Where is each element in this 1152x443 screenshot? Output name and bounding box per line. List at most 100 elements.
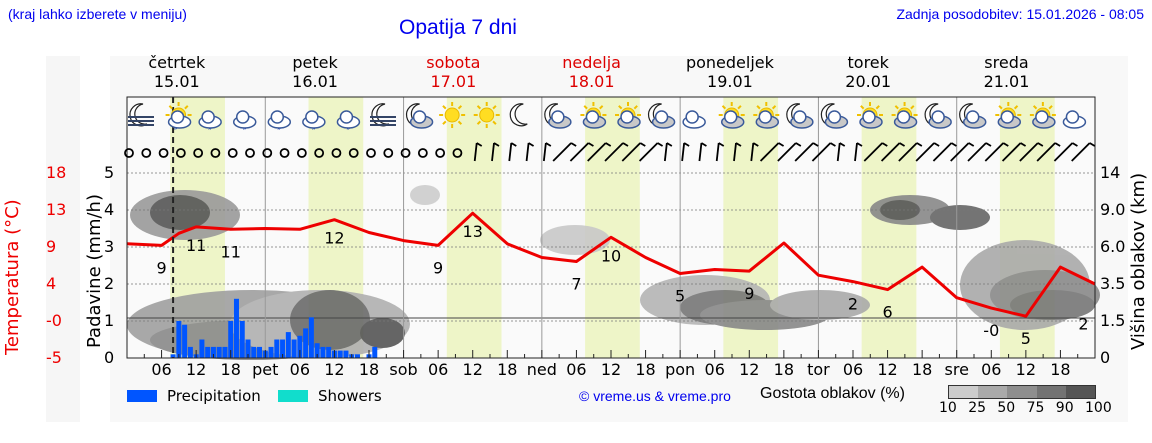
day-date: 21.01 [983,72,1030,91]
temperature-label: 13 [463,222,483,241]
cloud-rain-icon: ″ [232,110,257,138]
calm-wind-icon [158,148,169,158]
sun-cloud-icon [753,102,780,129]
x-tick: 06 [842,360,864,379]
sun-cloud-icon [718,102,745,129]
wind-barb-icon [811,142,832,162]
wind-barb-icon [854,142,858,162]
wind-barb-icon [880,142,901,162]
x-tick: 12 [462,360,483,379]
legend-precipitation: Precipitation [127,387,261,405]
calm-wind-icon [262,148,273,158]
wind-barb-icon [932,142,953,162]
density-tick: 75 [1026,400,1045,416]
wind-barb-icon [542,142,547,162]
wind-barb-icon [1036,142,1056,162]
legend-precipitation-label: Precipitation [167,387,261,405]
day-date: 17.01 [430,72,477,91]
wind-barb-icon [836,142,841,162]
precip-bar [199,339,205,358]
temperature-label: 2 [848,295,858,314]
sun-cloud-icon [615,102,641,129]
precipticks-tick: 5 [104,163,115,182]
tempticks-tick: 9 [46,237,57,256]
day-header-0: četrtek 15.01 [107,53,247,91]
precip-bar [291,339,297,358]
temperature-label: 6 [882,303,892,322]
calm-wind-icon [348,148,359,158]
wind-barb-icon [587,142,607,162]
wind-barb-icon [1019,142,1039,162]
calm-wind-icon [331,148,342,158]
precipticks-tick: 1 [104,311,115,330]
density-tick: 100 [1085,400,1112,416]
sun-icon [473,102,500,128]
precip-bar [326,346,332,358]
legend-showers-label: Showers [318,387,382,405]
legend-showers: Showers [278,387,382,405]
day-header-5: torek 20.01 [798,53,938,91]
day-name: torek [847,53,889,72]
temperature-label: 5 [1021,329,1031,348]
wind-barb-icon [621,142,641,162]
calm-wind-icon [452,148,463,158]
precip-bar [274,339,280,358]
day-name: sreda [984,53,1029,72]
wind-barb-icon [569,142,590,162]
wind-barb-icon [863,142,883,162]
rightticks-tick: 9.0 [1100,200,1126,219]
wind-barb-icon [915,142,935,162]
last-updated: Zadnja posodobitev: 15.01.2026 - 08:05 [896,6,1144,22]
precip-bar [314,343,320,358]
moon-fog-icon [128,103,154,127]
x-tick: 18 [220,360,241,379]
precip-bar [257,346,263,358]
temperature-label: 9 [433,258,443,277]
calm-wind-icon [124,148,134,158]
precip-bar [233,298,239,358]
x-tick: 18 [358,360,380,379]
precipticks-tick: 2 [104,274,115,293]
day-name: petek [292,53,338,72]
moon-fog-icon [370,103,396,127]
wind-barb-icon [794,142,814,162]
x-tick: 12 [600,360,622,379]
day-name: ponedeljek [685,53,774,72]
day-header-1: petek 16.01 [245,53,385,91]
wind-barb-icon [777,142,797,162]
precipitation-swatch [127,390,157,402]
wind-barb-icon [525,142,530,162]
wind-barb-icon [950,142,970,162]
precip-bar [176,321,182,358]
wind-barb-icon [552,142,572,162]
temperature-label: 5 [675,287,685,306]
copyright-link[interactable]: © vreme.us & vreme.pro [579,388,731,404]
x-tick: 12 [739,360,760,379]
x-tick: tor [807,360,830,379]
sun-cloud-icon [580,102,607,129]
tempticks-tick: 4 [46,274,57,293]
rightticks-tick: 1.5 [1100,311,1126,330]
temperature-label: 9 [156,258,166,277]
wind-barb-icon [663,142,668,162]
calm-wind-icon [193,148,204,158]
x-tick: 06 [151,360,172,379]
precip-bar [337,350,343,358]
clouds-icon [682,110,706,129]
x-tick: 18 [911,360,933,379]
density-tick: 90 [1055,400,1074,416]
density-tick: 25 [968,400,987,416]
moon-cloud-icon [405,103,434,129]
sun-cloud-rain-icon: ″ [165,102,192,138]
x-tick: 12 [1015,360,1037,379]
density-tick: 50 [997,400,1016,416]
temperature-axis-panel [46,56,80,422]
wind-barb-icon [984,142,1004,162]
precip-bar [170,354,176,358]
precip-bar [245,339,251,358]
wind-barb-icon [733,142,737,162]
wind-barb-icon [604,142,624,162]
wind-barb-icon [967,142,987,162]
temperature-line [126,211,1096,318]
sun-cloud-icon [857,102,883,129]
